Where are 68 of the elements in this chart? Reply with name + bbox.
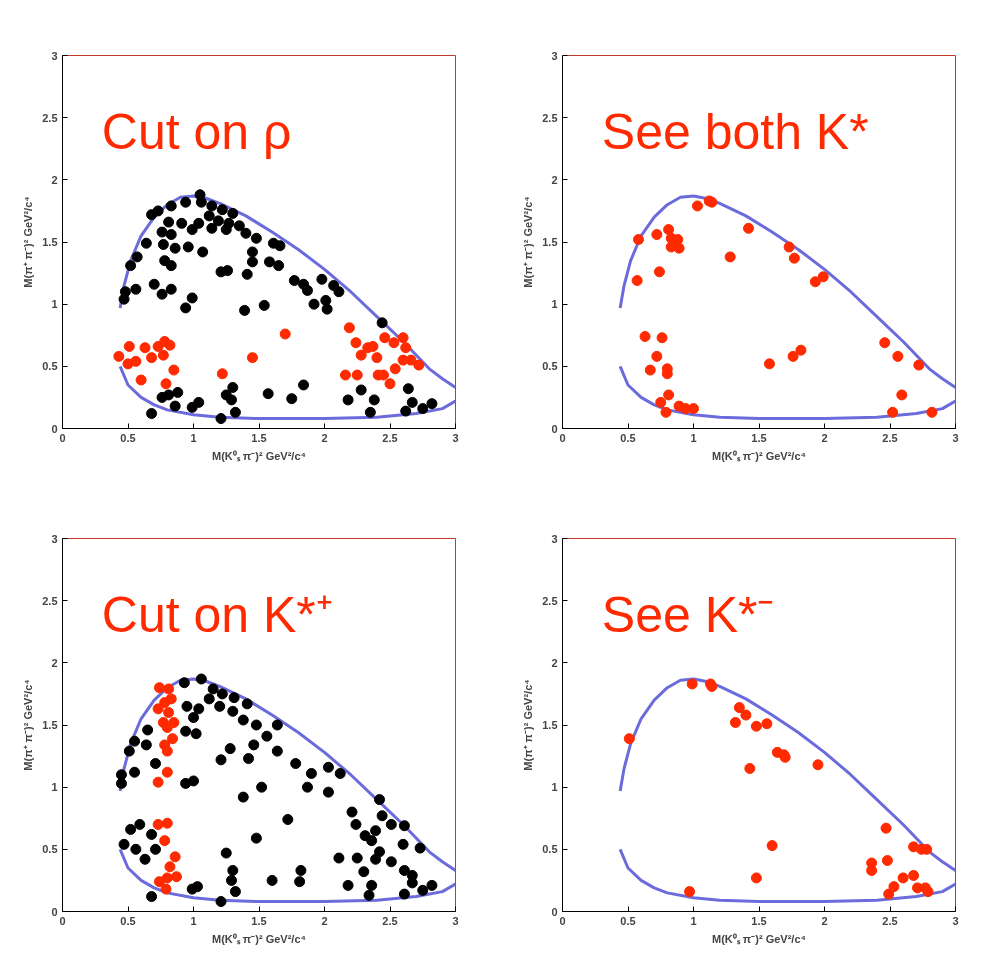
x-tick-label: 0 xyxy=(559,431,566,444)
y-tick-label: 1.5 xyxy=(542,236,558,248)
y-tick-label: 3 xyxy=(51,532,58,545)
x-tick-label: 1.5 xyxy=(751,914,767,927)
x-tick-label: 1.5 xyxy=(751,431,767,444)
x-tick-label: 0 xyxy=(59,431,66,444)
x-tick-label: 1 xyxy=(190,914,197,927)
x-tick-label: 1 xyxy=(690,914,697,927)
x-tick-label: 2 xyxy=(821,914,828,927)
y-tick-label: 1 xyxy=(51,298,58,311)
x-tick-label: 3 xyxy=(452,914,459,927)
x-tick-label: 2 xyxy=(321,914,328,927)
y-tick-label: 1.5 xyxy=(542,719,558,731)
y-axis-title: M(π⁺ π⁻)² GeV²/c⁴ xyxy=(22,196,35,288)
x-tick-label: 2.5 xyxy=(382,914,398,927)
y-tick-label: 3 xyxy=(51,49,58,62)
y-tick-label: 0 xyxy=(51,422,58,435)
x-tick-label: 2 xyxy=(821,431,828,444)
y-tick-label: 1 xyxy=(551,298,558,311)
y-tick-label: 0 xyxy=(551,422,558,435)
annotation: Cut on ρ xyxy=(101,103,292,160)
annotation: Cut on K*⁺ xyxy=(101,586,333,643)
y-tick-label: 2 xyxy=(551,656,558,669)
x-tick-label: 1.5 xyxy=(251,914,267,927)
x-tick-label: 1.5 xyxy=(251,431,267,444)
x-tick-label: 3 xyxy=(952,431,959,444)
x-tick-label: 3 xyxy=(952,914,959,927)
y-tick-label: 2.5 xyxy=(542,111,558,124)
y-tick-label: 0 xyxy=(51,905,58,918)
x-axis-title: M(K⁰ₛ π⁻)² GeV²/c⁴ xyxy=(712,449,806,462)
y-tick-label: 2 xyxy=(51,173,58,186)
y-tick-label: 1.5 xyxy=(42,719,58,731)
y-tick-label: 0.5 xyxy=(42,360,58,373)
x-tick-label: 2.5 xyxy=(382,431,398,444)
annotation: See K*⁻ xyxy=(601,586,775,643)
x-tick-label: 0 xyxy=(59,914,66,927)
y-tick-label: 3 xyxy=(551,532,558,545)
y-axis-title: M(π⁺ π⁻)² GeV²/c⁴ xyxy=(22,679,35,771)
y-axis-title: M(π⁺ π⁻)² GeV²/c⁴ xyxy=(522,196,535,288)
x-tick-label: 0 xyxy=(559,914,566,927)
y-tick-label: 2.5 xyxy=(42,111,58,124)
x-tick-label: 2 xyxy=(321,431,328,444)
x-axis-title: M(K⁰ₛ π⁻)² GeV²/c⁴ xyxy=(212,932,306,945)
y-tick-label: 0.5 xyxy=(42,843,58,856)
y-tick-label: 2.5 xyxy=(542,594,558,607)
x-tick-label: 2.5 xyxy=(882,914,898,927)
y-axis-title: M(π⁺ π⁻)² GeV²/c⁴ xyxy=(522,679,535,771)
y-tick-label: 2 xyxy=(51,656,58,669)
y-tick-label: 2.5 xyxy=(42,594,58,607)
y-tick-label: 3 xyxy=(551,49,558,62)
x-tick-label: 0.5 xyxy=(120,431,136,444)
y-tick-label: 1 xyxy=(551,781,558,794)
x-tick-label: 3 xyxy=(452,431,459,444)
y-tick-label: 1 xyxy=(51,781,58,794)
y-tick-label: 2 xyxy=(551,173,558,186)
x-axis-title: M(K⁰ₛ π⁻)² GeV²/c⁴ xyxy=(712,932,806,945)
x-tick-label: 0.5 xyxy=(620,431,636,444)
y-tick-label: 1.5 xyxy=(42,236,58,248)
x-axis-title: M(K⁰ₛ π⁻)² GeV²/c⁴ xyxy=(212,449,306,462)
y-tick-label: 0.5 xyxy=(542,360,558,373)
annotation: See both K* xyxy=(601,103,869,160)
x-tick-label: 0.5 xyxy=(620,914,636,927)
y-tick-label: 0.5 xyxy=(542,843,558,856)
x-tick-label: 1 xyxy=(190,431,197,444)
y-tick-label: 0 xyxy=(551,905,558,918)
x-tick-label: 1 xyxy=(690,431,697,444)
x-tick-label: 2.5 xyxy=(882,431,898,444)
x-tick-label: 0.5 xyxy=(120,914,136,927)
